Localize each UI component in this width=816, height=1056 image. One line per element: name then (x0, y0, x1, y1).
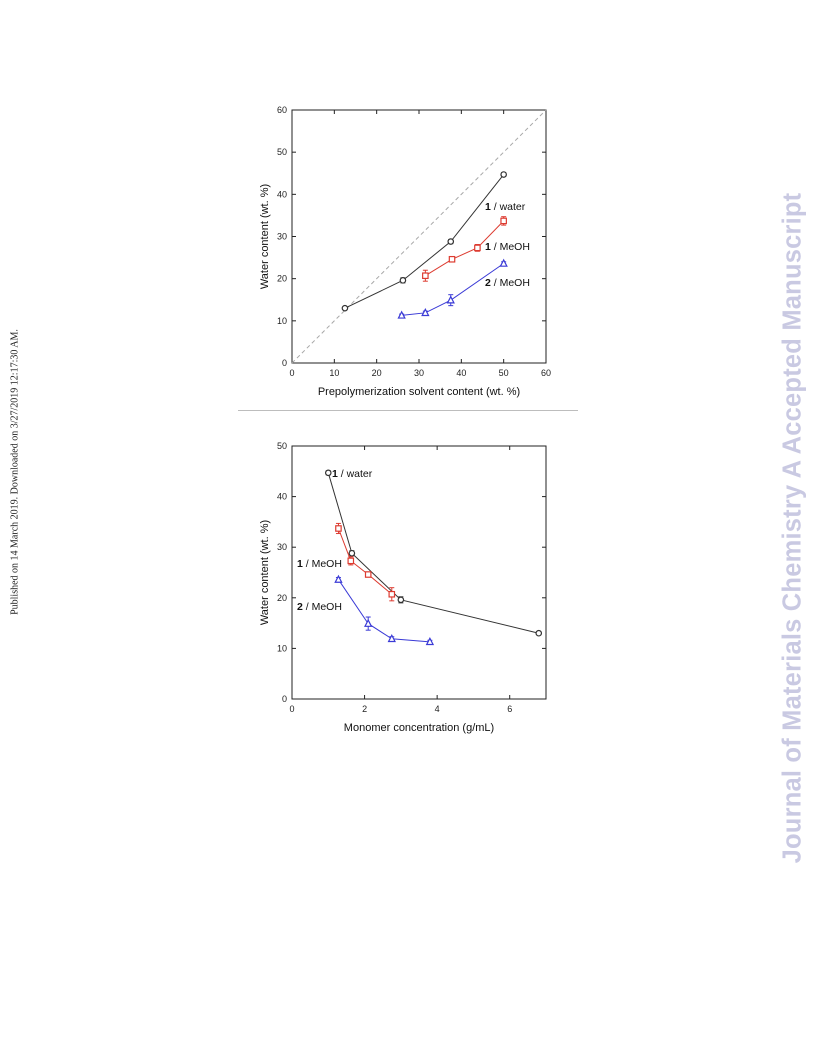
series-1 (341, 171, 507, 312)
data-point (334, 574, 343, 583)
data-point (397, 310, 406, 319)
y-tick-label: 50 (277, 147, 287, 157)
data-point (500, 217, 507, 225)
series-label-number: 2 (485, 277, 491, 289)
figure-divider (238, 410, 578, 411)
y-tick-label: 30 (277, 542, 287, 552)
x-tick-label: 50 (499, 368, 509, 378)
series-line (337, 528, 393, 595)
data-point (535, 629, 543, 637)
series-line (327, 472, 539, 634)
reference-diagonal-line (291, 109, 547, 364)
y-tick-label: 40 (277, 492, 287, 502)
y-tick-label: 60 (277, 105, 287, 115)
y-axis-label: Water content (wt. %) (259, 520, 271, 625)
x-tick-label: 6 (507, 704, 512, 714)
x-tick-label: 20 (372, 368, 382, 378)
series-label-text: / MeOH (491, 277, 530, 289)
series-label: 1 / MeOH (297, 558, 342, 570)
series-label: 1 / water (485, 201, 526, 213)
plot-frame (291, 445, 547, 700)
series-2 (422, 216, 507, 282)
series-line (425, 220, 505, 277)
series-label: 2 / MeOH (485, 277, 530, 289)
series-label-text: / water (338, 468, 373, 480)
x-tick-label: 4 (435, 704, 440, 714)
series-line (338, 579, 430, 643)
series-3 (397, 258, 508, 319)
y-tick-label: 10 (277, 316, 287, 326)
series-label-number: 1 (485, 241, 491, 253)
series-label-number: 2 (297, 601, 303, 613)
data-point (422, 272, 429, 280)
data-point (341, 304, 349, 312)
data-point (421, 308, 430, 317)
series-label-number: 1 (332, 468, 338, 480)
series-2 (335, 522, 396, 602)
series-label: 1 / MeOH (485, 241, 530, 253)
series-line (401, 263, 504, 316)
data-point (500, 171, 507, 178)
x-axis-label: Monomer concentration (g/mL) (344, 722, 494, 734)
data-point (448, 255, 456, 263)
series-label: 1 / water (332, 468, 373, 480)
data-point (388, 590, 396, 598)
data-point (397, 596, 405, 604)
x-axis-label: Prepolymerization solvent content (wt. %… (318, 386, 520, 398)
data-point (324, 469, 332, 477)
data-point (474, 244, 481, 252)
chart-2-group: 0 2 4 6 0 10 20 30 40 50 Monomer concentration (g/… (259, 441, 547, 734)
y-tick-label: 30 (277, 232, 287, 242)
chart-solvent-vs-water: 0 10 20 30 40 50 60 0 10 20 30 40 50 60 Prepolymerizat… (259, 105, 551, 398)
series-label: 2 / MeOH (297, 601, 342, 613)
series-label-number: 1 (297, 558, 303, 570)
x-tick-label: 2 (362, 704, 367, 714)
series-1 (324, 469, 543, 637)
y-tick-label: 50 (277, 441, 287, 451)
series-label-number: 1 (485, 201, 491, 213)
series-label-text: / water (491, 201, 526, 213)
y-axis-label: Water content (wt. %) (259, 184, 271, 289)
data-point (446, 295, 455, 304)
series-label-text: / MeOH (491, 241, 530, 253)
y-tick-label: 20 (277, 274, 287, 284)
x-tick-label: 0 (289, 704, 294, 714)
x-tick-label: 10 (329, 368, 339, 378)
data-point (425, 637, 435, 646)
data-point (364, 618, 373, 627)
y-tick-label: 0 (282, 694, 287, 704)
data-point (399, 277, 407, 284)
data-point (364, 571, 372, 578)
y-tick-label: 0 (282, 358, 287, 368)
series-3 (334, 574, 435, 646)
series-line (344, 174, 505, 309)
series-label-text: / MeOH (303, 601, 342, 613)
series-label-text: / MeOH (303, 558, 342, 570)
y-tick-label: 40 (277, 189, 287, 199)
x-tick-label: 60 (541, 368, 551, 378)
x-tick-label: 40 (456, 368, 466, 378)
data-point (447, 238, 455, 245)
data-point (387, 633, 396, 643)
data-point (335, 525, 342, 532)
chart-1-group: 0 10 20 30 40 50 60 0 10 20 30 40 50 60 Prepolymerizat… (259, 105, 551, 398)
y-tick-label: 20 (277, 593, 287, 603)
data-point (499, 258, 508, 267)
x-tick-label: 0 (289, 368, 294, 378)
x-tick-label: 30 (414, 368, 424, 378)
y-tick-label: 10 (277, 643, 287, 653)
data-point (347, 557, 355, 565)
data-point (348, 549, 356, 557)
